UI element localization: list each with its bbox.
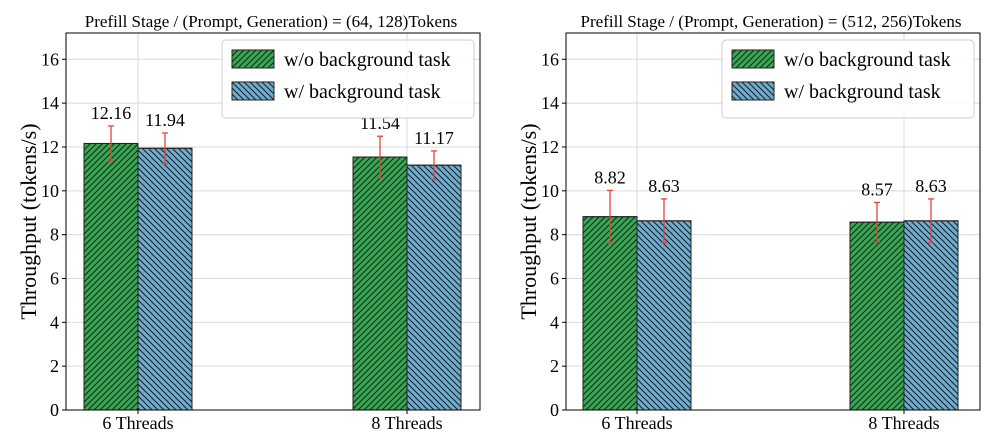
- bar-hatch: [83, 142, 139, 411]
- legend-swatch-hatch: [231, 49, 275, 69]
- axes-frame: [65, 32, 481, 411]
- bar-hatch: [352, 156, 408, 411]
- legend-label: w/ background task: [284, 81, 441, 103]
- legend-swatch-hatch: [731, 49, 775, 69]
- chart-title: Prefill Stage / (Prompt, Generation) = (…: [581, 12, 962, 31]
- x-tick-label: 6 Threads: [601, 413, 672, 433]
- y-tick-label: 6: [550, 268, 559, 288]
- y-tick-label: 2: [550, 356, 559, 376]
- y-axis-label: Throughput (tokens/s): [516, 123, 541, 319]
- data-label: 11.94: [145, 110, 185, 130]
- legend-swatch-hatch: [731, 81, 775, 101]
- y-tick-label: 8: [50, 225, 59, 245]
- y-tick-label: 0: [50, 400, 59, 420]
- data-label: 11.17: [414, 128, 454, 148]
- chart-panel-2: 0 2 4 6 8 10 12 14 16 8.82 8.57 8.63 8.63 6 Threads 8 …: [516, 12, 981, 433]
- data-label: 8.63: [915, 176, 947, 196]
- y-tick-label: 12: [541, 137, 559, 157]
- legend-label: w/o background task: [284, 49, 451, 71]
- legend-label: w/ background task: [784, 81, 941, 103]
- x-tick-label: 6 Threads: [102, 413, 173, 433]
- y-tick-label: 4: [550, 312, 559, 332]
- x-tick-label: 8 Threads: [868, 413, 939, 433]
- data-label: 8.57: [861, 179, 893, 199]
- data-label: 8.82: [594, 167, 626, 187]
- y-tick-label: 2: [50, 356, 59, 376]
- bar-hatch: [849, 221, 905, 411]
- y-tick-label: 4: [50, 312, 59, 332]
- bar-hatch: [406, 164, 462, 411]
- y-tick-label: 6: [50, 268, 59, 288]
- legend-box: [721, 39, 975, 119]
- axes-frame: [565, 32, 981, 411]
- y-tick-label: 8: [550, 225, 559, 245]
- y-tick-label: 10: [41, 181, 59, 201]
- chart-title: Prefill Stage / (Prompt, Generation) = (…: [85, 12, 457, 31]
- y-axis-label: Throughput (tokens/s): [16, 123, 41, 319]
- y-tick-label: 14: [41, 93, 59, 113]
- y-tick-label: 16: [541, 49, 559, 69]
- bar-hatch: [636, 220, 692, 411]
- legend-swatch-hatch: [231, 81, 275, 101]
- legend-box: [221, 39, 475, 119]
- data-label: 8.63: [648, 176, 680, 196]
- data-label: 12.16: [91, 103, 132, 123]
- y-tick-label: 10: [541, 181, 559, 201]
- legend-label: w/o background task: [784, 49, 951, 71]
- y-tick-label: 16: [41, 49, 59, 69]
- y-tick-label: 0: [550, 400, 559, 420]
- bar-hatch: [582, 216, 638, 411]
- bar-hatch: [903, 220, 959, 411]
- bar-hatch: [137, 147, 193, 411]
- x-tick-label: 8 Threads: [371, 413, 442, 433]
- y-tick-label: 14: [541, 93, 559, 113]
- y-tick-label: 12: [41, 137, 59, 157]
